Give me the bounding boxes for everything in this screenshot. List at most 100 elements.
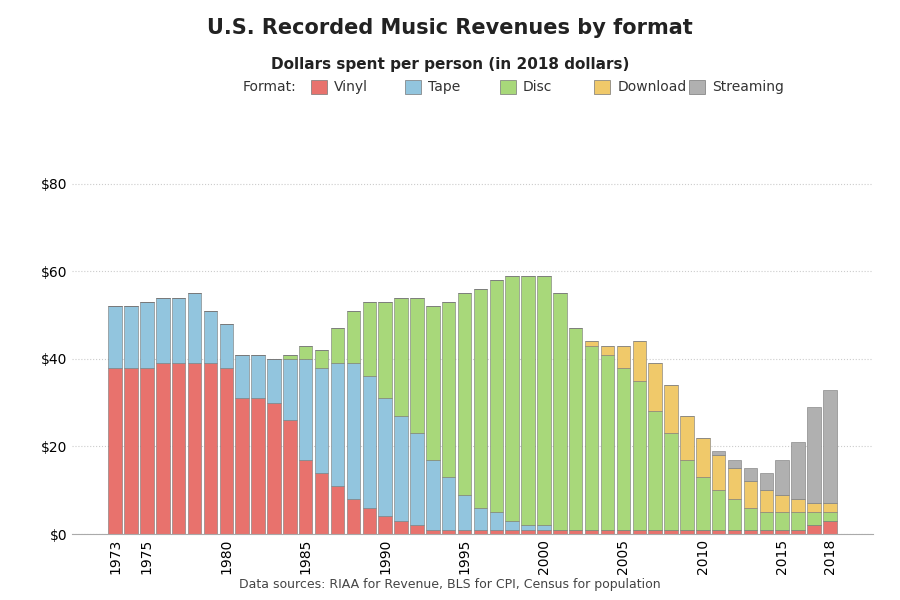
Bar <box>378 517 392 534</box>
Bar <box>458 530 472 534</box>
Bar <box>776 494 789 512</box>
Bar <box>680 460 694 530</box>
Bar <box>616 530 630 534</box>
Bar <box>824 389 837 503</box>
Bar <box>648 364 662 412</box>
Bar <box>506 521 519 530</box>
Bar <box>299 359 312 460</box>
Bar <box>616 368 630 530</box>
Bar <box>776 512 789 530</box>
Bar <box>696 477 709 530</box>
Bar <box>346 499 360 534</box>
Bar <box>299 460 312 534</box>
Bar <box>600 355 614 530</box>
Bar <box>346 364 360 499</box>
Bar <box>410 298 424 433</box>
Bar <box>600 346 614 355</box>
Bar <box>251 355 265 398</box>
Bar <box>236 398 249 534</box>
Text: Streaming: Streaming <box>712 80 784 94</box>
Bar <box>378 398 392 517</box>
Bar <box>331 364 345 486</box>
Bar <box>410 525 424 534</box>
Bar <box>807 503 821 512</box>
Bar <box>712 530 725 534</box>
Bar <box>363 508 376 534</box>
Bar <box>315 350 328 368</box>
Bar <box>680 530 694 534</box>
Text: U.S. Recorded Music Revenues by format: U.S. Recorded Music Revenues by format <box>207 18 693 38</box>
Bar <box>220 324 233 368</box>
Bar <box>284 420 297 534</box>
Bar <box>696 438 709 477</box>
Bar <box>728 499 742 530</box>
Bar <box>108 368 122 534</box>
Bar <box>394 521 408 534</box>
Bar <box>490 512 503 530</box>
Bar <box>426 307 439 460</box>
Bar <box>600 530 614 534</box>
Bar <box>331 486 345 534</box>
Bar <box>188 364 202 534</box>
Bar <box>172 298 185 364</box>
Bar <box>426 460 439 530</box>
Bar <box>124 368 138 534</box>
Bar <box>791 442 805 499</box>
Bar <box>203 311 217 364</box>
Bar <box>236 355 249 398</box>
Bar <box>473 289 487 508</box>
Bar <box>760 512 773 530</box>
Bar <box>554 530 567 534</box>
Bar <box>760 490 773 512</box>
Bar <box>267 403 281 534</box>
Bar <box>220 368 233 534</box>
Bar <box>410 433 424 525</box>
Bar <box>506 530 519 534</box>
Bar <box>363 302 376 376</box>
Bar <box>791 499 805 512</box>
Bar <box>616 346 630 368</box>
Bar <box>824 521 837 534</box>
Bar <box>760 530 773 534</box>
Bar <box>378 302 392 398</box>
Bar <box>633 381 646 530</box>
Bar <box>315 473 328 534</box>
Bar <box>473 508 487 530</box>
Bar <box>664 385 678 433</box>
Text: Disc: Disc <box>523 80 553 94</box>
Bar <box>633 341 646 381</box>
Bar <box>791 530 805 534</box>
Bar <box>442 302 455 477</box>
Bar <box>156 364 169 534</box>
Bar <box>728 530 742 534</box>
Bar <box>124 307 138 368</box>
Bar <box>585 346 598 530</box>
Text: Dollars spent per person (in 2018 dollars): Dollars spent per person (in 2018 dollar… <box>271 57 629 72</box>
Bar <box>394 298 408 416</box>
Bar <box>506 276 519 521</box>
Bar <box>442 477 455 530</box>
Bar <box>442 530 455 534</box>
Bar <box>156 298 169 364</box>
Bar <box>680 416 694 460</box>
Bar <box>140 302 154 368</box>
Bar <box>537 530 551 534</box>
Bar <box>521 276 535 525</box>
Bar <box>458 494 472 530</box>
Bar <box>585 341 598 346</box>
Bar <box>251 398 265 534</box>
Bar <box>807 407 821 503</box>
Bar <box>585 530 598 534</box>
Text: Vinyl: Vinyl <box>334 80 368 94</box>
Bar <box>490 280 503 512</box>
Bar <box>569 530 582 534</box>
Bar <box>299 346 312 359</box>
Bar <box>458 293 472 494</box>
Bar <box>743 508 757 530</box>
Bar <box>521 525 535 530</box>
Bar <box>537 525 551 530</box>
Bar <box>776 460 789 494</box>
Bar <box>284 355 297 359</box>
Bar <box>426 530 439 534</box>
Text: Data sources: RIAA for Revenue, BLS for CPI, Census for population: Data sources: RIAA for Revenue, BLS for … <box>239 578 661 591</box>
